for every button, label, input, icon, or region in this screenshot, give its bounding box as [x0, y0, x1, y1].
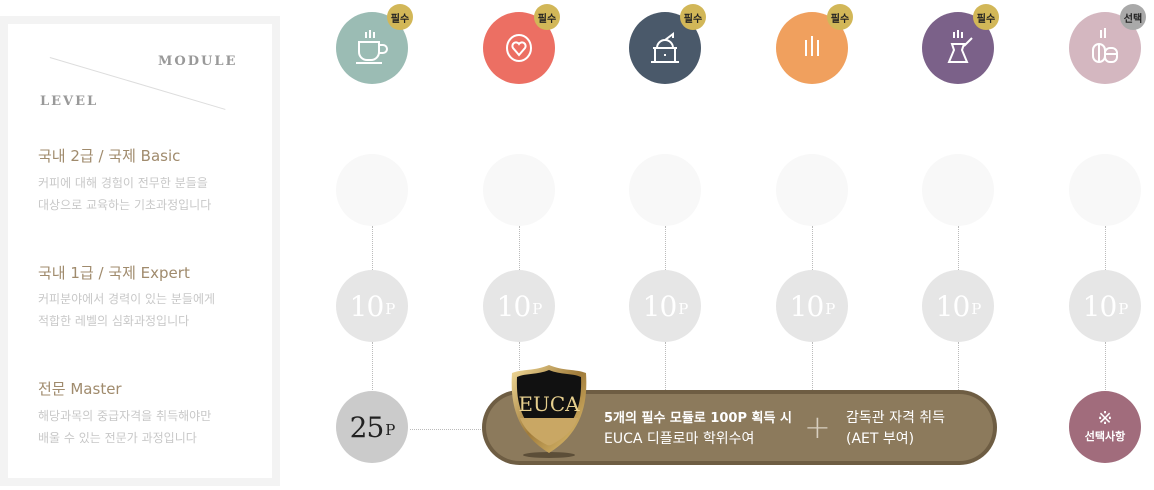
desc-line: 해당과목의 중급자격을 취득해야만: [38, 409, 212, 423]
empty-slot-circle: [483, 154, 555, 226]
steam-lines-icon: [805, 36, 819, 56]
level-master-title: 전문 Master: [38, 380, 122, 398]
empty-slot-circle: [336, 154, 408, 226]
points-unit: P: [1118, 300, 1128, 318]
connector-line: [812, 226, 813, 270]
points-unit: P: [825, 300, 835, 318]
module-points-circle: 10 P: [629, 270, 701, 342]
points-unit: P: [532, 300, 542, 318]
module-points-circle: 10 P: [336, 270, 408, 342]
connector-line: [410, 429, 485, 430]
points-value: 10: [935, 289, 971, 323]
desc-line: 적합한 레벨의 심화과정입니다: [38, 314, 190, 328]
module-badge: 필수: [827, 4, 853, 30]
heart-latte-icon: [506, 34, 532, 62]
level-panel-inner: [8, 24, 272, 478]
connector-line: [665, 226, 666, 270]
connector-line: [958, 342, 959, 390]
connector-line: [958, 226, 959, 270]
points-unit: P: [678, 300, 688, 318]
module-badge: 필수: [973, 4, 999, 30]
desc-line: 배울 수 있는 전문가 과정입니다: [38, 431, 197, 445]
desc-line: 대상으로 교육하는 기초과정입니다: [38, 198, 212, 212]
desc-line: 커피에 대해 경험이 전무한 분들을: [38, 176, 208, 190]
points-value: 10: [496, 289, 532, 323]
points-value: 10: [789, 289, 825, 323]
coffee-bean-icon: [1092, 28, 1118, 63]
turkish-pot-icon: [947, 30, 973, 63]
optional-circle: ※ 선택사항: [1069, 391, 1141, 463]
module-badge: 필수: [534, 4, 560, 30]
points-value: 10: [642, 289, 678, 323]
diploma-line3: 감독관 자격 취득: [846, 410, 946, 426]
empty-slot-circle: [1069, 154, 1141, 226]
level-header: LEVEL: [40, 94, 99, 109]
level-expert-title: 국내 1급 / 국제 Expert: [38, 264, 190, 282]
module-header: MODULE: [158, 54, 238, 69]
module-points-circle: 10 P: [776, 270, 848, 342]
connector-line: [519, 342, 520, 390]
connector-line: [812, 342, 813, 390]
optional-label: 선택사항: [1084, 430, 1126, 443]
diploma-line2: EUCA 디플로마 학위수여: [604, 431, 755, 447]
master-points-circle: 25 P: [336, 391, 408, 463]
empty-slot-circle: [776, 154, 848, 226]
points-unit: P: [385, 421, 395, 439]
diploma-line1: 5개의 필수 모듈로 100P 획득 시: [604, 411, 792, 426]
connector-line: [372, 342, 373, 390]
empty-slot-circle: [922, 154, 994, 226]
connector-line: [519, 226, 520, 270]
level-basic-title: 국내 2급 / 국제 Basic: [38, 147, 181, 165]
coffee-grinder-icon: [651, 32, 679, 63]
level-panel: [0, 16, 280, 486]
points-unit: P: [971, 300, 981, 318]
points-value: 10: [349, 289, 385, 323]
module-points-circle: 10 P: [483, 270, 555, 342]
points-unit: P: [385, 300, 395, 318]
plus-icon: +: [804, 408, 831, 446]
connector-line: [1105, 342, 1106, 390]
euca-shield-logo: EUCA: [511, 365, 587, 458]
points-value: 25: [349, 410, 385, 444]
connector-line: [372, 226, 373, 270]
logo-text: EUCA: [518, 392, 580, 416]
module-badge: 필수: [387, 4, 413, 30]
diploma-line4: (AET 부여): [846, 431, 915, 447]
asterisk-icon: ※: [1097, 408, 1113, 429]
module-badge: 필수: [680, 4, 706, 30]
connector-line: [665, 342, 666, 390]
desc-line: 커피분야에서 경력이 있는 분들에게: [38, 292, 216, 306]
connector-line: [1105, 226, 1106, 270]
points-value: 10: [1082, 289, 1118, 323]
coffee-cup-icon: [356, 30, 388, 64]
module-points-circle: 10 P: [922, 270, 994, 342]
module-points-circle: 10 P: [1069, 270, 1141, 342]
empty-slot-circle: [629, 154, 701, 226]
module-badge: 선택: [1120, 4, 1146, 30]
